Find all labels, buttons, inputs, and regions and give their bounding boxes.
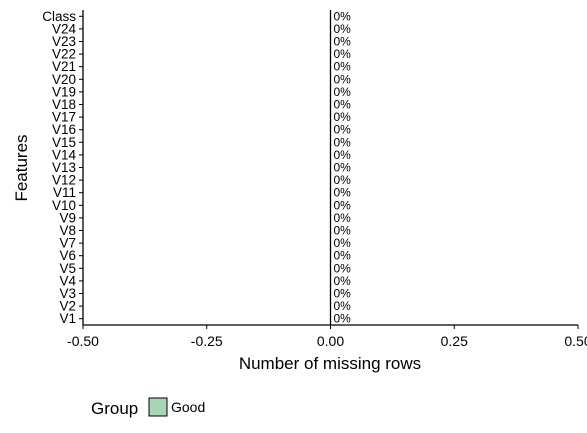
x-tick-label-1: -0.25 bbox=[191, 333, 223, 349]
data-label-v2: 0% bbox=[334, 299, 352, 313]
y-tick-label-v17: V17 bbox=[52, 110, 76, 125]
data-label-v19: 0% bbox=[334, 85, 352, 99]
data-label-v23: 0% bbox=[334, 35, 352, 49]
y-tick-label-v20: V20 bbox=[52, 72, 76, 87]
y-tick-label-v2: V2 bbox=[59, 299, 76, 314]
y-tick-label-v14: V14 bbox=[52, 147, 77, 162]
data-label-v12: 0% bbox=[334, 173, 352, 187]
y-tick-label-v24: V24 bbox=[52, 21, 77, 36]
y-tick-label-v9: V9 bbox=[59, 210, 76, 225]
x-tick-label-0: -0.50 bbox=[67, 333, 99, 349]
data-label-v15: 0% bbox=[334, 135, 352, 149]
y-tick-label-v5: V5 bbox=[59, 261, 76, 276]
legend: Group Good bbox=[91, 397, 205, 418]
y-tick-label-v10: V10 bbox=[52, 198, 76, 213]
y-tick-label-v15: V15 bbox=[52, 135, 76, 150]
y-tick-label-v8: V8 bbox=[59, 223, 76, 238]
data-label-v7: 0% bbox=[334, 236, 352, 250]
data-label-v6: 0% bbox=[334, 249, 352, 263]
y-tick-label-v11: V11 bbox=[53, 185, 76, 200]
x-tick-label-4: 0.50 bbox=[564, 333, 587, 349]
data-label-v10: 0% bbox=[334, 198, 352, 212]
y-tick-layer: V1V2V3V4V5V6V7V8V9V10V11V12V13V14V15V16V… bbox=[42, 9, 83, 326]
y-tick-label-v6: V6 bbox=[59, 248, 76, 263]
data-label-class: 0% bbox=[334, 9, 352, 23]
data-label-v11: 0% bbox=[334, 186, 352, 200]
data-label-v17: 0% bbox=[334, 110, 352, 124]
data-label-v22: 0% bbox=[334, 47, 352, 61]
legend-entries: Good bbox=[148, 397, 205, 417]
y-tick-label-v18: V18 bbox=[52, 97, 76, 112]
y-tick-label-v7: V7 bbox=[59, 236, 76, 251]
y-tick-label-v13: V13 bbox=[52, 160, 76, 175]
y-tick-label-v1: V1 bbox=[59, 311, 76, 326]
y-axis-title: Features bbox=[12, 134, 31, 201]
legend-title: Group bbox=[91, 399, 138, 418]
data-label-layer: 0%0%0%0%0%0%0%0%0%0%0%0%0%0%0%0%0%0%0%0%… bbox=[334, 9, 352, 325]
data-label-v20: 0% bbox=[334, 72, 352, 86]
data-label-v1: 0% bbox=[334, 312, 352, 326]
x-tick-layer: -0.50 -0.25 0.00 0.25 0.50 bbox=[67, 325, 587, 349]
y-tick-label-v23: V23 bbox=[52, 34, 76, 49]
data-label-v13: 0% bbox=[334, 161, 352, 175]
legend-key-good bbox=[148, 397, 168, 417]
data-label-v9: 0% bbox=[334, 211, 352, 225]
data-label-v21: 0% bbox=[334, 60, 352, 74]
x-tick-label-2: 0.00 bbox=[317, 333, 344, 349]
y-tick-label-v19: V19 bbox=[52, 84, 76, 99]
y-tick-label-v16: V16 bbox=[52, 122, 76, 137]
x-tick-label-3: 0.25 bbox=[441, 333, 468, 349]
data-label-v24: 0% bbox=[334, 22, 352, 36]
data-label-v14: 0% bbox=[334, 148, 352, 162]
y-tick-label-v21: V21 bbox=[52, 59, 76, 74]
legend-label-good: Good bbox=[171, 399, 205, 415]
x-axis-title: Number of missing rows bbox=[239, 354, 421, 373]
y-tick-label-v22: V22 bbox=[52, 47, 76, 62]
data-label-v18: 0% bbox=[334, 98, 352, 112]
y-tick-label-v3: V3 bbox=[59, 286, 76, 301]
y-tick-label-v12: V12 bbox=[52, 173, 76, 188]
y-tick-label-v4: V4 bbox=[59, 273, 76, 288]
y-tick-label-class: Class bbox=[42, 9, 76, 24]
data-label-v3: 0% bbox=[334, 287, 352, 301]
data-label-v16: 0% bbox=[334, 123, 352, 137]
data-label-v8: 0% bbox=[334, 224, 352, 238]
data-label-v5: 0% bbox=[334, 261, 352, 275]
data-label-v4: 0% bbox=[334, 274, 352, 288]
